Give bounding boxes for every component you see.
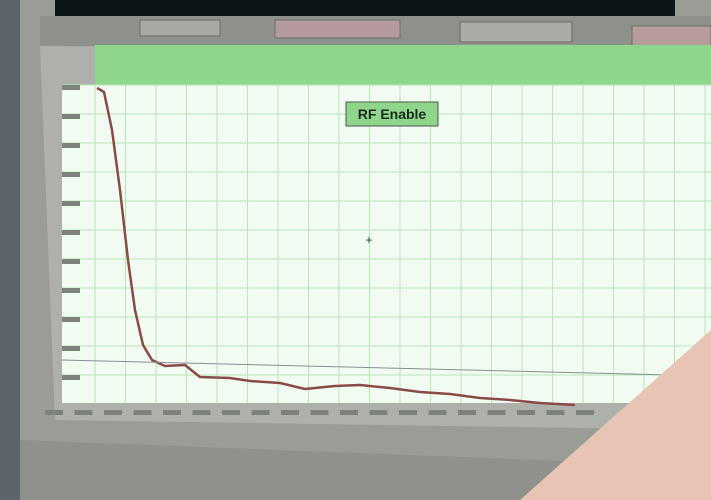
toolbar-button[interactable] <box>632 26 711 48</box>
cursor: + <box>365 233 372 247</box>
top-strip <box>55 0 675 16</box>
header-band <box>95 45 711 85</box>
blurred-tick-label <box>62 172 80 177</box>
blurred-tick-label <box>517 410 535 415</box>
blurred-tick-label <box>62 201 80 206</box>
blurred-tick-label <box>163 410 181 415</box>
left-edge <box>0 0 20 500</box>
toolbar-button[interactable] <box>140 20 220 36</box>
blurred-tick-label <box>429 410 447 415</box>
blurred-tick-label <box>193 410 211 415</box>
blurred-tick-label <box>104 410 122 415</box>
blurred-tick-label <box>62 230 80 235</box>
blurred-tick-label <box>458 410 476 415</box>
blurred-tick-label <box>488 410 506 415</box>
blurred-tick-label <box>252 410 270 415</box>
blurred-tick-label <box>547 410 565 415</box>
blurred-tick-label <box>62 288 80 293</box>
blurred-tick-label <box>340 410 358 415</box>
blurred-tick-label <box>370 410 388 415</box>
blurred-tick-label <box>62 259 80 264</box>
toolbar-button[interactable] <box>275 20 400 38</box>
blurred-tick-label <box>45 410 63 415</box>
blurred-tick-label <box>62 346 80 351</box>
blurred-tick-label <box>75 410 93 415</box>
blurred-tick-label <box>311 410 329 415</box>
blurred-tick-label <box>222 410 240 415</box>
blurred-tick-label <box>399 410 417 415</box>
blurred-tick-label <box>62 114 80 119</box>
blurred-tick-label <box>62 317 80 322</box>
rf-enable-label: RF Enable <box>358 106 427 122</box>
photo: RF Enable + <box>0 0 711 500</box>
blurred-tick-label <box>576 410 594 415</box>
page: RF Enable + (() => { const data = JSON.p… <box>0 0 711 500</box>
blurred-tick-label <box>134 410 152 415</box>
toolbar-button[interactable] <box>460 22 572 42</box>
blurred-tick-label <box>62 375 80 380</box>
blurred-tick-label <box>62 143 80 148</box>
blurred-tick-label <box>281 410 299 415</box>
blurred-tick-label <box>62 85 80 90</box>
